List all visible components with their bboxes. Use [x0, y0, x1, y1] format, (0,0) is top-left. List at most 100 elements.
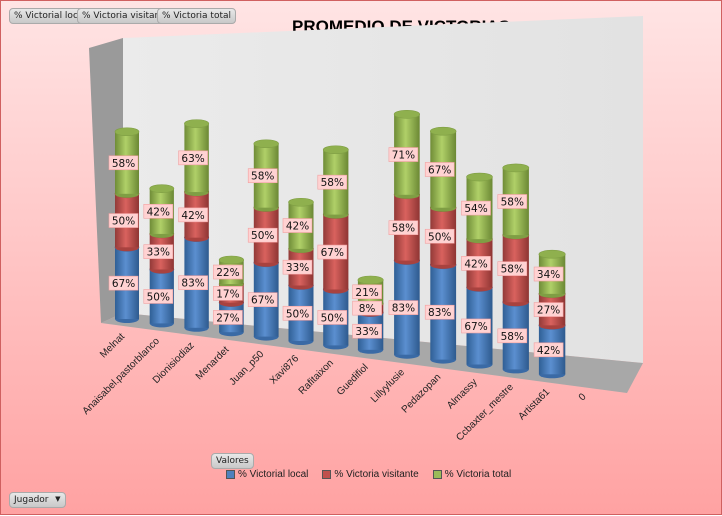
data-label: 42% — [533, 342, 564, 358]
data-label: 67% — [247, 292, 278, 307]
data-label: 8% — [352, 300, 382, 316]
x-tick-label: Xavi876 — [268, 353, 302, 387]
bar-segment-top — [393, 109, 421, 119]
values-button[interactable]: Valores — [211, 453, 254, 469]
svg-text:22%: 22% — [216, 267, 239, 279]
svg-text:50%: 50% — [251, 230, 274, 242]
data-label: 67% — [108, 275, 139, 291]
x-tick-label: Almassy — [445, 377, 480, 412]
svg-text:42%: 42% — [464, 258, 487, 270]
dropdown-arrow-icon: ▼ — [55, 495, 61, 503]
data-label: 33% — [352, 323, 382, 339]
bar-segment-top — [466, 172, 493, 182]
svg-text:67%: 67% — [464, 321, 487, 333]
data-label: 63% — [178, 150, 208, 166]
legend-item-total[interactable]: % Victoria total — [432, 469, 512, 480]
svg-text:33%: 33% — [286, 262, 309, 274]
side-wall — [89, 38, 123, 323]
bar-stack — [114, 127, 140, 323]
svg-text:33%: 33% — [147, 247, 170, 259]
svg-text:8%: 8% — [359, 303, 376, 315]
data-label: 83% — [388, 300, 419, 315]
x-tick-label: Juan_p50 — [227, 349, 266, 388]
svg-text:58%: 58% — [501, 196, 524, 208]
data-label: 27% — [533, 302, 564, 317]
legend-label: % Victorial local — [238, 469, 309, 480]
svg-text:42%: 42% — [181, 210, 204, 222]
data-label: 21% — [352, 284, 382, 300]
data-label: 58% — [497, 194, 528, 209]
svg-text:58%: 58% — [501, 264, 524, 276]
svg-text:50%: 50% — [112, 216, 135, 228]
data-label: 42% — [461, 256, 491, 271]
data-label: 58% — [247, 168, 278, 184]
svg-text:71%: 71% — [392, 150, 415, 162]
legend-label: % Victoria total — [444, 469, 512, 480]
data-label: 67% — [424, 162, 455, 177]
data-label: 22% — [213, 264, 243, 280]
data-label: 67% — [461, 318, 491, 334]
data-label: 83% — [178, 275, 208, 291]
svg-text:83%: 83% — [428, 307, 451, 319]
data-label: 50% — [108, 213, 139, 228]
svg-text:83%: 83% — [181, 278, 204, 290]
legend: % Victorial local % Victoria visitante %… — [226, 469, 511, 480]
data-label: 27% — [213, 310, 243, 325]
x-tick-label: Melnat — [98, 331, 127, 360]
legend-item-local[interactable]: % Victorial local — [226, 469, 308, 480]
svg-text:50%: 50% — [321, 312, 344, 324]
bar-segment-top — [184, 119, 210, 128]
data-label: 54% — [461, 200, 491, 216]
data-label: 58% — [388, 220, 419, 235]
svg-text:27%: 27% — [537, 305, 560, 317]
svg-text:42%: 42% — [286, 221, 309, 233]
data-label: 58% — [108, 155, 139, 171]
svg-text:33%: 33% — [355, 326, 378, 338]
x-tick-label: 0 — [577, 391, 589, 403]
data-label: 50% — [247, 227, 278, 243]
bar-segment-top — [149, 184, 175, 193]
svg-text:67%: 67% — [112, 278, 135, 290]
svg-text:58%: 58% — [321, 177, 344, 189]
data-label: 42% — [282, 218, 313, 233]
legend-swatch-icon — [226, 469, 235, 479]
bar-segment-top — [322, 145, 349, 155]
jugador-filter-button[interactable]: Jugador ▼ — [9, 492, 66, 508]
svg-text:42%: 42% — [537, 345, 560, 357]
x-tick-label: Anaisabel.pastorblanco — [81, 335, 163, 417]
bar-segment-top — [288, 197, 314, 207]
svg-text:58%: 58% — [501, 331, 524, 343]
data-label: 50% — [282, 305, 313, 321]
field-button-total[interactable]: % Victoria total — [157, 8, 237, 24]
data-label: 58% — [497, 328, 528, 344]
data-label: 42% — [178, 207, 208, 223]
legend-item-visitante[interactable]: % Victoria visitante — [322, 469, 419, 480]
bar-segment-top — [357, 275, 384, 285]
x-tick-label: Artista61 — [517, 386, 553, 422]
legend-swatch-icon — [432, 469, 442, 479]
svg-text:27%: 27% — [216, 312, 239, 324]
svg-text:50%: 50% — [286, 308, 309, 320]
bar-segment-top — [218, 255, 244, 265]
svg-text:67%: 67% — [321, 247, 344, 259]
bar-segment-top — [538, 249, 566, 259]
legend-label: % Victoria visitante — [334, 469, 419, 480]
x-tick-label: Rafitaixon — [297, 358, 336, 397]
data-label: 50% — [143, 289, 174, 304]
svg-text:50%: 50% — [147, 291, 170, 303]
data-label: 33% — [282, 259, 313, 275]
svg-text:67%: 67% — [428, 164, 451, 176]
x-tick-label: Menardet — [194, 344, 232, 382]
svg-text:58%: 58% — [112, 158, 135, 170]
data-label: 17% — [213, 286, 243, 301]
x-tick-label: Lillyylusie — [369, 367, 407, 405]
svg-text:17%: 17% — [216, 288, 239, 300]
jugador-label: Jugador — [14, 495, 49, 505]
bar-segment-top — [114, 127, 140, 137]
data-label: 58% — [317, 174, 348, 190]
svg-text:50%: 50% — [428, 231, 451, 243]
data-label: 50% — [424, 228, 455, 244]
x-tick-label: Guedifiol — [335, 362, 371, 398]
